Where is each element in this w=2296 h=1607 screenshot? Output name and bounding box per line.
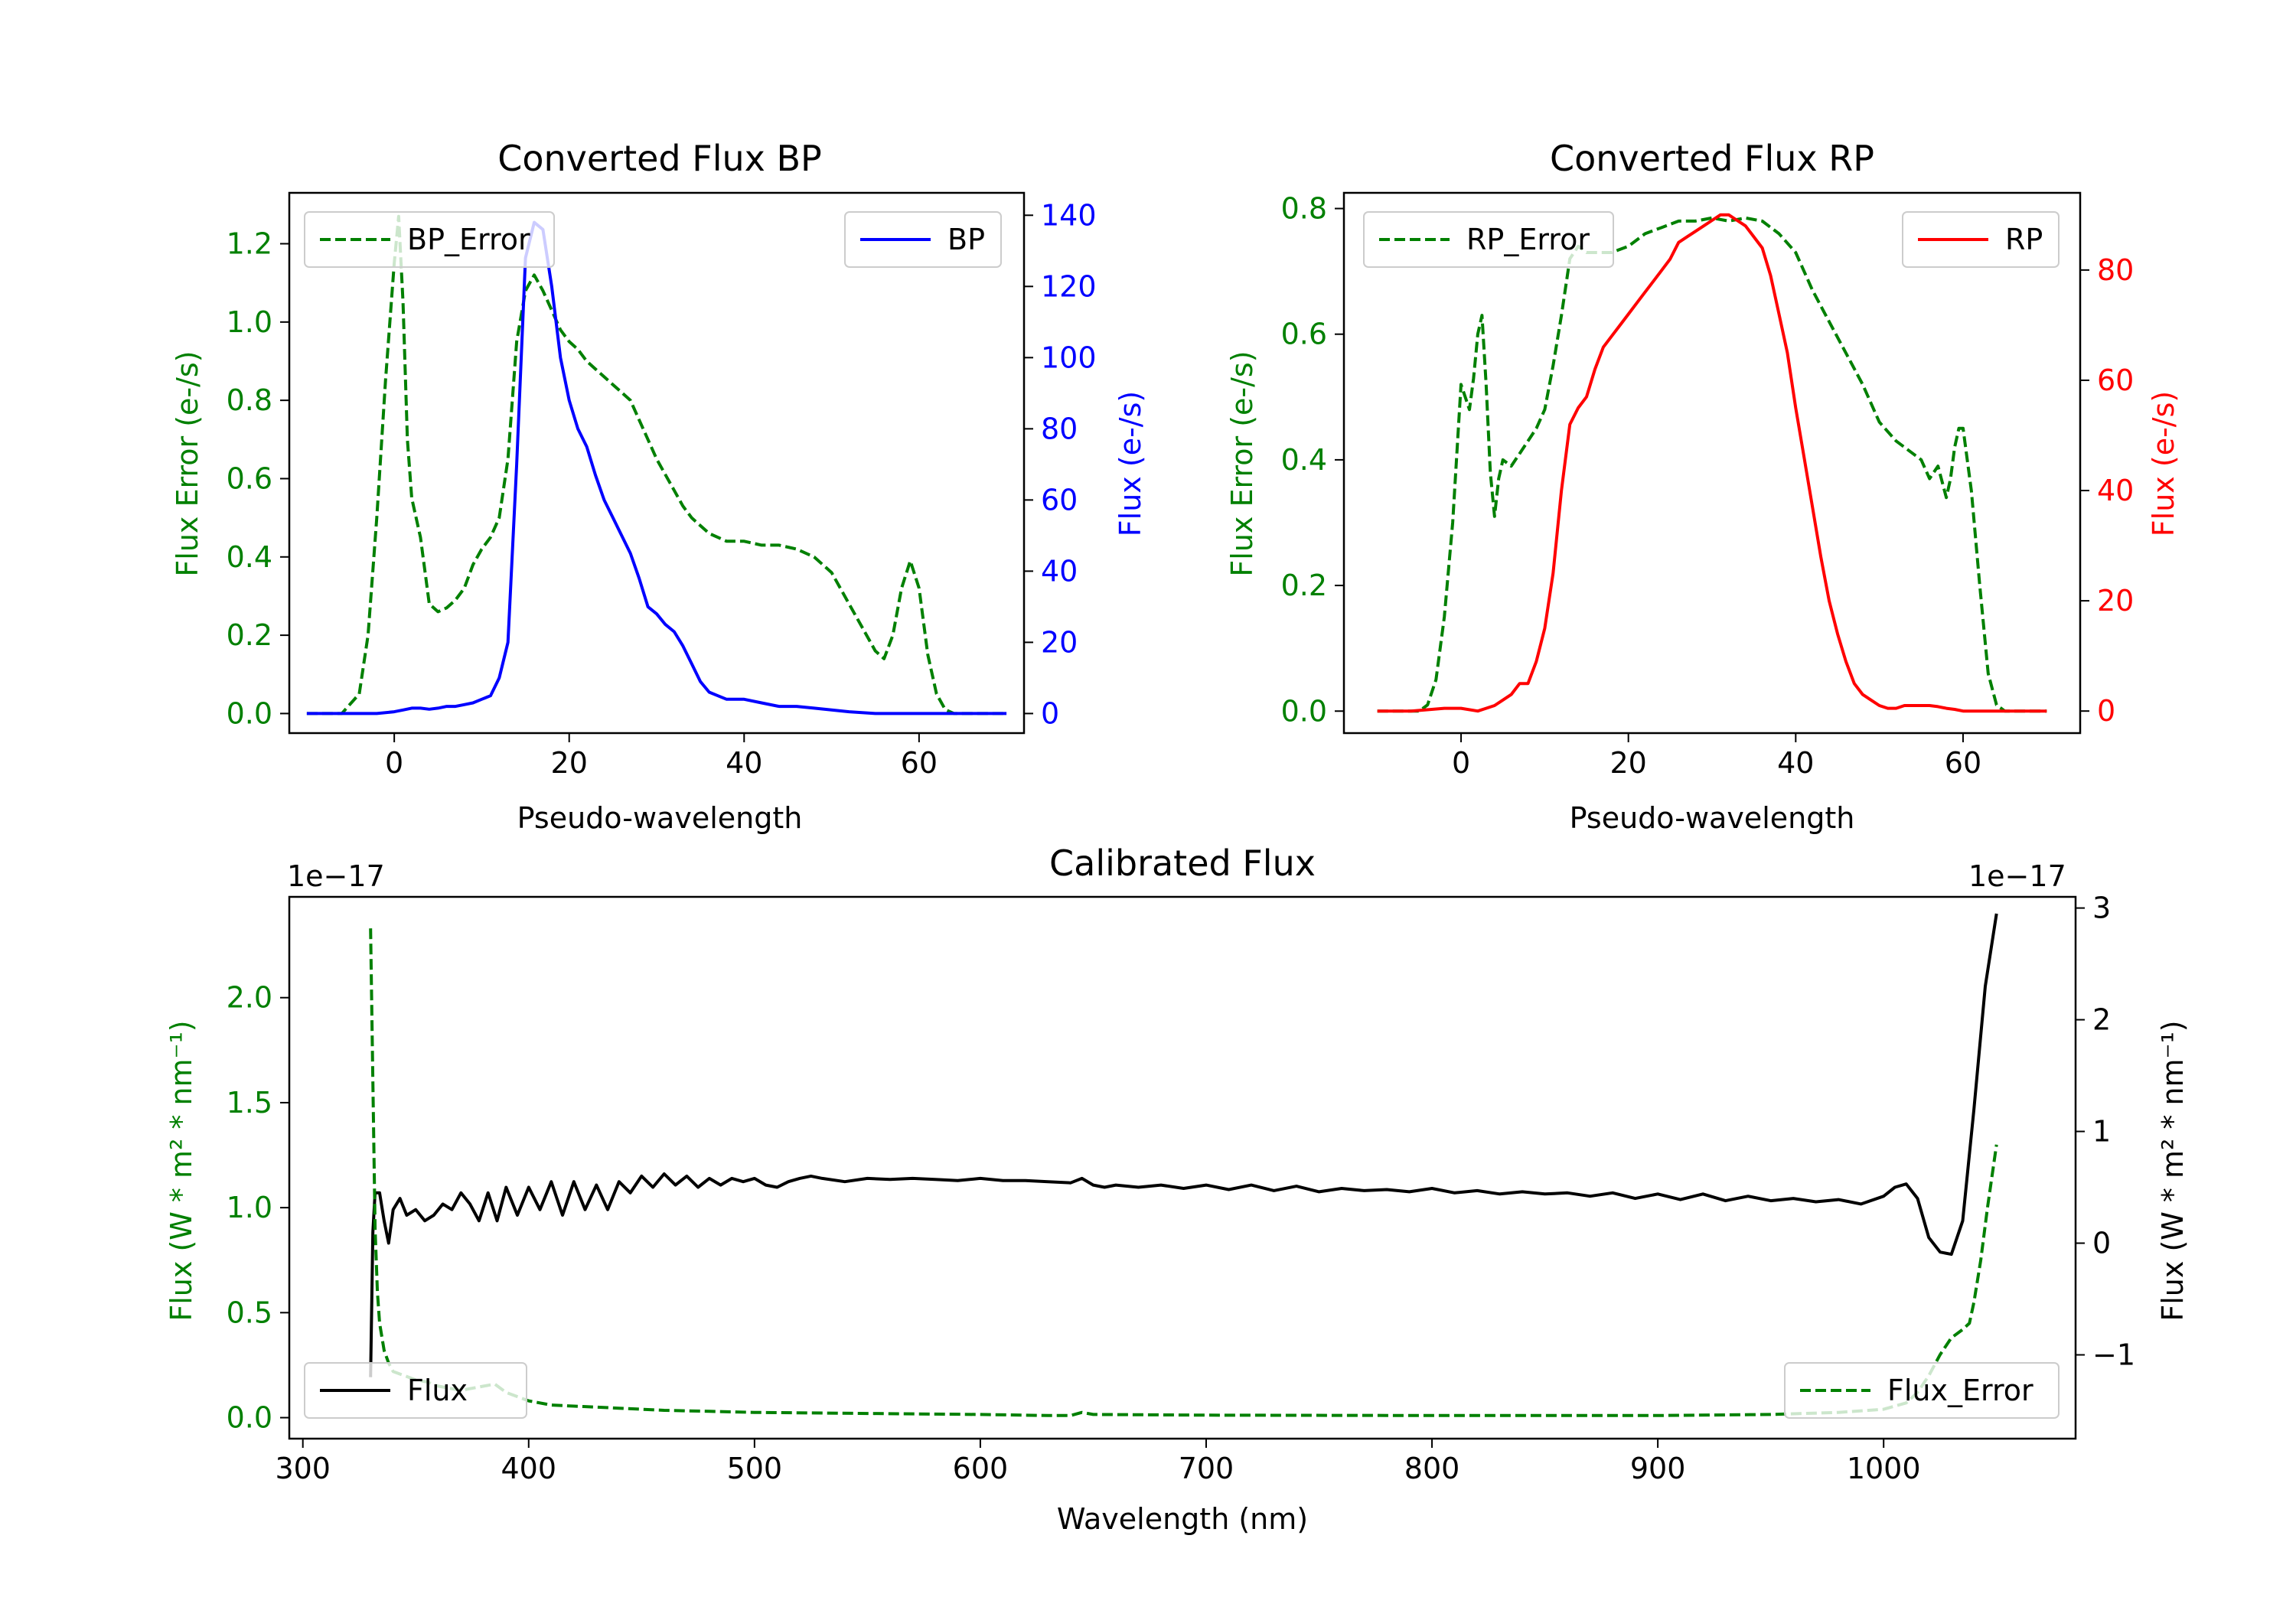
right-y-tick-label: 20 <box>1041 625 1078 659</box>
left-y-tick-label: 1.0 <box>227 1191 272 1224</box>
x-tick-label: 500 <box>727 1452 783 1485</box>
x-tick-label: 1000 <box>1847 1452 1921 1485</box>
right-y-tick-label: 140 <box>1041 198 1097 232</box>
right-y-tick-label: 100 <box>1041 341 1097 374</box>
series-line-flux <box>369 913 1998 1377</box>
right-y-axis-label: Flux (e-/s) <box>2147 391 2180 536</box>
left-y-tick-label: 0.0 <box>227 696 272 730</box>
chart-converted-flux-rp: Converted Flux RP Pseudo-wavelength Flux… <box>1225 138 2180 835</box>
chart-title: Converted Flux RP <box>1550 138 1874 179</box>
left-y-axis-label: Flux (W * m² * nm⁻¹) <box>165 1020 198 1321</box>
right-y-tick-label: 0 <box>1041 696 1059 730</box>
left-y-axis-label: Flux Error (e-/s) <box>171 350 204 576</box>
legend-bp: BP <box>844 211 1002 268</box>
legend-box <box>1784 1362 2060 1419</box>
x-tick-label: 700 <box>1179 1452 1234 1485</box>
x-tick-label: 800 <box>1404 1452 1460 1485</box>
series-layer <box>306 214 1007 715</box>
right-y-tick-label: 60 <box>1041 483 1078 517</box>
x-tick-label: 900 <box>1630 1452 1686 1485</box>
right-y-tick-label: 80 <box>2097 253 2134 287</box>
legend-label: BP_Error <box>407 223 530 256</box>
series-line-bp <box>306 220 1007 715</box>
right-y-axis-label: Flux (e-/s) <box>1114 391 1147 536</box>
series-line-rp <box>1377 213 2047 713</box>
right-y-tick-label: 2 <box>2092 1003 2111 1037</box>
legend-label: RP_Error <box>1466 223 1590 256</box>
right-y-tick-label: 120 <box>1041 269 1097 303</box>
legend-flux: Flux <box>304 1362 527 1419</box>
left-y-tick-label: 2.0 <box>227 981 272 1015</box>
x-tick-label: 400 <box>501 1452 557 1485</box>
series-line-rp-error <box>1377 216 2047 713</box>
x-axis-label: Pseudo-wavelength <box>517 801 803 835</box>
legend-box <box>304 1362 527 1419</box>
series-line-bp-error <box>306 214 1007 715</box>
right-y-axis-label: Flux (W * m² * nm⁻¹) <box>2156 1020 2190 1321</box>
x-axis-label: Pseudo-wavelength <box>1570 801 1855 835</box>
left-y-tick-label: 0.0 <box>227 1401 272 1435</box>
right-y-tick-label: 0 <box>2097 694 2115 728</box>
right-offset-label: 1e−17 <box>1968 859 2066 893</box>
left-y-tick-label: 1.5 <box>227 1086 272 1120</box>
legend-box <box>1363 211 1614 268</box>
legend-rp-error: RP_Error <box>1363 211 1614 268</box>
x-tick-label: 0 <box>1452 746 1470 780</box>
right-y-tick-label: 3 <box>2092 892 2111 925</box>
left-y-tick-label: 0.2 <box>227 618 272 652</box>
left-y-tick-label: 0.2 <box>1281 569 1327 602</box>
legend-flux-error: Flux_Error <box>1784 1362 2060 1419</box>
right-y-tick-label: 40 <box>2097 474 2134 507</box>
left-y-tick-label: 0.8 <box>227 383 272 417</box>
chart-calibrated-flux: Calibrated Flux Wavelength (nm) Flux (W … <box>165 843 2190 1536</box>
x-tick-label: 0 <box>385 746 403 780</box>
x-tick-label: 40 <box>726 746 762 780</box>
legend-label: Flux <box>407 1374 468 1407</box>
series-layer <box>1377 213 2047 713</box>
legend-bp-error: BP_Error <box>304 211 555 268</box>
x-tick-label: 600 <box>953 1452 1009 1485</box>
x-tick-label: 300 <box>275 1452 331 1485</box>
chart-converted-flux-bp: Converted Flux BP Pseudo-wavelength Flux… <box>171 138 1147 835</box>
left-offset-label: 1e−17 <box>287 859 385 893</box>
left-y-tick-label: 0.0 <box>1281 694 1327 728</box>
legend-label: RP <box>2005 223 2043 256</box>
left-y-tick-label: 0.6 <box>227 461 272 495</box>
legend-label: BP <box>947 223 985 256</box>
left-y-tick-label: 1.0 <box>227 305 272 339</box>
x-tick-label: 20 <box>1610 746 1647 780</box>
x-tick-label: 60 <box>901 746 938 780</box>
legend-box <box>304 211 555 268</box>
x-tick-label: 40 <box>1777 746 1814 780</box>
left-y-tick-label: 0.5 <box>227 1296 272 1329</box>
left-y-tick-label: 1.2 <box>227 227 272 261</box>
x-tick-label: 60 <box>1945 746 1981 780</box>
right-y-tick-label: 60 <box>2097 363 2134 397</box>
right-y-tick-label: 1 <box>2092 1115 2111 1149</box>
right-y-tick-label: 80 <box>1041 412 1078 445</box>
plot-frame <box>288 895 2077 1440</box>
right-y-tick-label: 20 <box>2097 584 2134 618</box>
right-y-tick-label: 40 <box>1041 554 1078 588</box>
left-y-tick-label: 0.8 <box>1281 192 1327 226</box>
plot-frame <box>288 191 1026 735</box>
right-y-tick-label: −1 <box>2092 1338 2135 1372</box>
left-y-tick-label: 0.6 <box>1281 318 1327 351</box>
legend-rp: RP <box>1902 211 2060 268</box>
plot-frame <box>1342 191 2082 735</box>
left-y-tick-label: 0.4 <box>227 540 272 574</box>
legend-label: Flux_Error <box>1887 1374 2033 1407</box>
left-y-tick-label: 0.4 <box>1281 443 1327 477</box>
chart-title: Converted Flux BP <box>497 138 822 179</box>
left-y-axis-label: Flux Error (e-/s) <box>1225 350 1259 576</box>
x-tick-label: 20 <box>551 746 588 780</box>
right-y-tick-label: 0 <box>2092 1227 2111 1260</box>
x-axis-label: Wavelength (nm) <box>1057 1502 1308 1536</box>
chart-title: Calibrated Flux <box>1049 843 1316 884</box>
